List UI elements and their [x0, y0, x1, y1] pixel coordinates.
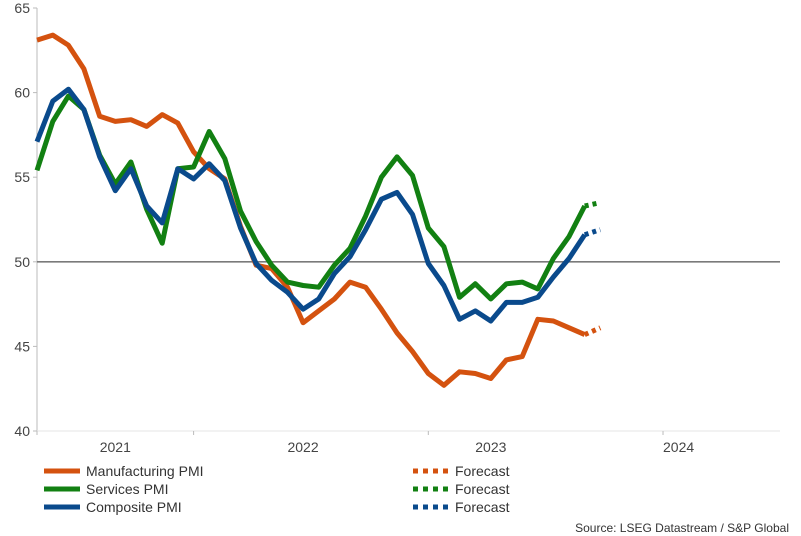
series-line-1	[34, 93, 587, 302]
source-note: Source: LSEG Datastream / S&P Global	[575, 521, 789, 535]
series-forecast-0	[583, 325, 602, 337]
series-line-2	[34, 86, 587, 324]
legend-label-1: Services PMI	[86, 481, 168, 497]
x-tick-label: 2024	[663, 439, 694, 455]
y-tick-label: 55	[14, 169, 30, 185]
y-tick-label: 60	[14, 85, 30, 101]
legend: Manufacturing PMI Forecast Services PMI For…	[44, 463, 510, 515]
x-tick-label: 2022	[287, 439, 318, 455]
legend-label-2: Composite PMI	[86, 499, 182, 515]
y-tick-label: 45	[14, 338, 30, 354]
legend-label-0: Manufacturing PMI	[86, 463, 204, 479]
y-axis: 40 45 50 55 60 65	[14, 0, 38, 439]
series-forecast-2	[583, 227, 602, 238]
x-tick-label: 2023	[475, 439, 506, 455]
y-tick-label: 50	[14, 254, 30, 270]
series-line-0	[36, 32, 586, 388]
legend-forecast-label-2: Forecast	[455, 499, 510, 515]
y-tick-label: 65	[14, 0, 30, 16]
series-forecast-1	[584, 200, 601, 209]
y-tick-label: 40	[14, 423, 30, 439]
series-layer	[34, 32, 602, 388]
x-axis: 2021 2022 2023 2024	[36, 430, 780, 455]
x-tick-label: 2021	[100, 439, 131, 455]
legend-forecast-label-1: Forecast	[455, 481, 510, 497]
legend-forecast-label-0: Forecast	[455, 463, 510, 479]
